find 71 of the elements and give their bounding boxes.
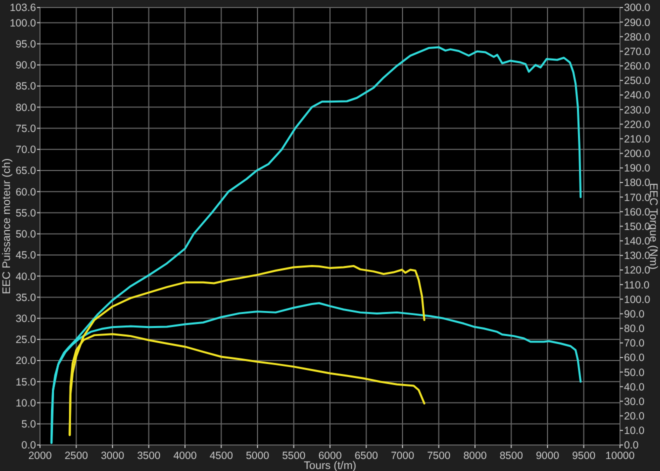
x-tick-label: 2000 <box>28 450 52 462</box>
y2-tick-label: 250.0 <box>624 75 650 88</box>
y-tick-label: 55.0 <box>16 207 36 220</box>
y2-tick-label: 30.0 <box>624 396 645 408</box>
x-tick-label: 6000 <box>318 450 342 462</box>
y2-tick-label: 300.0 <box>624 2 650 14</box>
y2-tick-label: 110.0 <box>624 279 650 292</box>
y2-tick-label: 180.0 <box>624 177 650 190</box>
x-tick-label: 4000 <box>173 450 197 462</box>
y-tick-label: 25.0 <box>16 334 36 346</box>
y-tick-label: 10.0 <box>16 397 36 410</box>
x-tick-label: 10000 <box>605 450 635 462</box>
y2-tick-label: 150.0 <box>624 220 650 233</box>
y2-tick-label: 20.0 <box>624 410 645 423</box>
x-tick-label: 9000 <box>536 450 560 462</box>
x-axis-title: Tours (t/m) <box>304 460 356 471</box>
y-tick-label: 75.0 <box>16 122 36 135</box>
y-tick-label: 45.0 <box>16 250 36 262</box>
y2-tick-label: 40.0 <box>624 381 645 394</box>
y2-tick-label: 260.0 <box>624 60 650 73</box>
x-tick-label: 5000 <box>246 450 270 462</box>
y2-tick-label: 160.0 <box>624 206 650 218</box>
y2-tick-label: 130.0 <box>624 250 650 262</box>
y-tick-label: 30.0 <box>16 312 36 325</box>
y-tick-label: 40.0 <box>16 270 36 283</box>
x-tick-label: 6500 <box>354 450 378 462</box>
y2-tick-label: 230.0 <box>624 104 650 116</box>
y2-tick-label: 120.0 <box>624 264 650 277</box>
y2-tick-label: 90.0 <box>624 308 645 320</box>
x-tick-label: 7000 <box>390 450 414 462</box>
y-tick-label: 20.0 <box>16 355 36 368</box>
y2-tick-label: 80.0 <box>624 323 645 336</box>
y-tick-label: 100.0 <box>10 17 36 30</box>
y2-tick-label: 290.0 <box>624 16 650 29</box>
y-tick-label: 15.0 <box>16 376 36 388</box>
y2-tick-label: 0.0 <box>624 440 639 452</box>
x-tick-label: 5500 <box>282 450 306 462</box>
y2-tick-label: 280.0 <box>624 31 650 44</box>
y2-tick-label: 190.0 <box>624 162 650 175</box>
y2-tick-label: 220.0 <box>624 118 650 131</box>
y-tick-label: 80.0 <box>16 102 36 114</box>
x-tick-label: 8500 <box>500 450 524 462</box>
y2-tick-label: 50.0 <box>624 366 645 379</box>
y-tick-label: 85.0 <box>16 80 36 93</box>
y2-tick-label: 200.0 <box>624 148 650 160</box>
y2-tick-label: 210.0 <box>624 133 650 146</box>
y-tick-label: 103.6 <box>10 2 36 14</box>
y2-tick-label: 100.0 <box>624 294 650 306</box>
y2-tick-label: 170.0 <box>624 192 650 204</box>
x-tick-label: 2500 <box>64 450 88 462</box>
y-tick-label: 65.0 <box>16 165 36 178</box>
x-tick-label: 7500 <box>427 450 451 462</box>
x-tick-label: 3500 <box>137 450 161 462</box>
y-tick-label: 90.0 <box>16 60 36 72</box>
x-tick-label: 3000 <box>100 450 124 462</box>
y-tick-label: 5.0 <box>21 418 36 431</box>
y2-tick-label: 60.0 <box>624 352 645 364</box>
y-tick-label: 60.0 <box>16 186 36 198</box>
y-tick-label: 95.0 <box>16 38 36 50</box>
y-tick-label: 70.0 <box>16 144 36 156</box>
x-tick-label: 4500 <box>210 450 234 462</box>
y2-tick-label: 270.0 <box>624 46 650 58</box>
y-tick-label: 50.0 <box>16 228 36 241</box>
x-tick-label: 8000 <box>463 450 487 462</box>
y-tick-label: 0.0 <box>21 440 36 452</box>
y-tick-label: 35.0 <box>16 292 36 304</box>
x-tick-label: 9500 <box>572 450 596 462</box>
y2-tick-label: 240.0 <box>624 90 650 102</box>
y2-tick-label: 70.0 <box>624 338 645 350</box>
y-axis-title: EEC Puissance moteur (ch) <box>1 158 13 294</box>
y2-tick-label: 10.0 <box>624 425 645 438</box>
